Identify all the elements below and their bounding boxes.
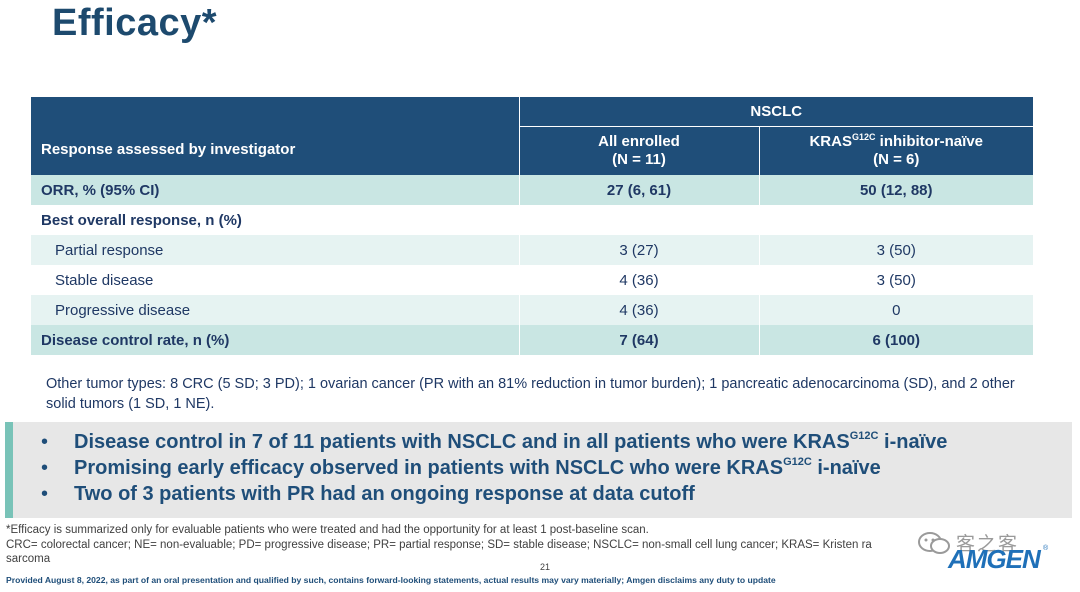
row-value bbox=[518, 205, 759, 235]
footnote-abbreviations-cont: sarcoma bbox=[6, 553, 51, 565]
table-row: Progressive disease 4 (36) 0 bbox=[31, 295, 1033, 325]
row-value: 0 bbox=[758, 295, 1033, 325]
table-row: Best overall response, n (%) bbox=[31, 205, 1033, 235]
bullet-text: Two of 3 patients with PR had an ongoing… bbox=[74, 483, 695, 505]
row-label: ORR, % (95% CI) bbox=[31, 175, 519, 205]
col1-line2: (N = 11) bbox=[612, 150, 666, 168]
column-header-all-enrolled: All enrolled (N = 11) bbox=[518, 126, 759, 175]
col2-pre: KRAS bbox=[809, 132, 852, 150]
row-value: 3 (50) bbox=[758, 265, 1033, 295]
col2-line2: (N = 6) bbox=[873, 150, 920, 168]
table-row: Disease control rate, n (%) 7 (64) 6 (10… bbox=[31, 325, 1033, 355]
bullet-dot: • bbox=[41, 457, 49, 479]
row-label: Partial response bbox=[31, 235, 519, 265]
footnote-abbreviations: CRC= colorectal cancer; NE= non-evaluabl… bbox=[6, 539, 872, 551]
page-number: 21 bbox=[540, 562, 551, 572]
table-row: ORR, % (95% CI) 27 (6, 61) 50 (12, 88) bbox=[31, 175, 1033, 205]
bullet-text-end: i-naïve bbox=[811, 457, 881, 479]
col1-line1: All enrolled bbox=[598, 132, 680, 150]
row-value bbox=[758, 205, 1033, 235]
row-value: 4 (36) bbox=[518, 295, 759, 325]
bullet-sup: G12C bbox=[849, 430, 879, 442]
row-value: 3 (27) bbox=[518, 235, 759, 265]
key-takeaways-box: • Disease control in 7 of 11 patients wi… bbox=[5, 422, 1072, 518]
wechat-watermark-icon bbox=[918, 532, 950, 554]
registered-mark: ® bbox=[1043, 545, 1049, 552]
column-header-response: Response assessed by investigator bbox=[41, 141, 296, 158]
col2-post: inhibitor-naïve bbox=[875, 132, 984, 150]
bullet-text: Promising early efficacy observed in pat… bbox=[74, 457, 784, 479]
row-label: Progressive disease bbox=[31, 295, 519, 325]
column-header-inhibitor-naive: KRASG12C inhibitor-naïve (N = 6) bbox=[758, 126, 1033, 175]
row-value: 7 (64) bbox=[518, 325, 759, 355]
col2-sup: G12C bbox=[851, 131, 876, 142]
bullet-dot: • bbox=[41, 483, 49, 505]
bullet-text-end: i-naïve bbox=[878, 431, 948, 453]
slide-title: Efficacy* bbox=[52, 2, 218, 44]
row-label: Stable disease bbox=[31, 265, 519, 295]
group-header-nsclc: NSCLC bbox=[518, 97, 1033, 127]
row-value: 50 (12, 88) bbox=[758, 175, 1033, 205]
row-value: 3 (50) bbox=[758, 235, 1033, 265]
watermark-text: 客之客 bbox=[956, 534, 1020, 555]
row-label: Best overall response, n (%) bbox=[31, 205, 519, 235]
row-value: 27 (6, 61) bbox=[518, 175, 759, 205]
row-value: 6 (100) bbox=[758, 325, 1033, 355]
bullet-text: Disease control in 7 of 11 patients with… bbox=[74, 431, 850, 453]
bullet-dot: • bbox=[41, 431, 49, 453]
efficacy-table: Response assessed by investigator NSCLC … bbox=[31, 97, 1033, 355]
bullet-sup: G12C bbox=[783, 456, 812, 468]
disclaimer: Provided August 8, 2022, as part of an o… bbox=[6, 575, 776, 585]
row-value: 4 (36) bbox=[518, 265, 759, 295]
amgen-logo: AMGEN bbox=[948, 544, 1041, 574]
table-row: Stable disease 4 (36) 3 (50) bbox=[31, 265, 1033, 295]
footnote-efficacy: *Efficacy is summarized only for evaluab… bbox=[6, 524, 649, 536]
row-label: Disease control rate, n (%) bbox=[31, 325, 519, 355]
table-row: Partial response 3 (27) 3 (50) bbox=[31, 235, 1033, 265]
other-tumor-types-note: Other tumor types: 8 CRC (5 SD; 3 PD); 1… bbox=[46, 376, 1015, 412]
